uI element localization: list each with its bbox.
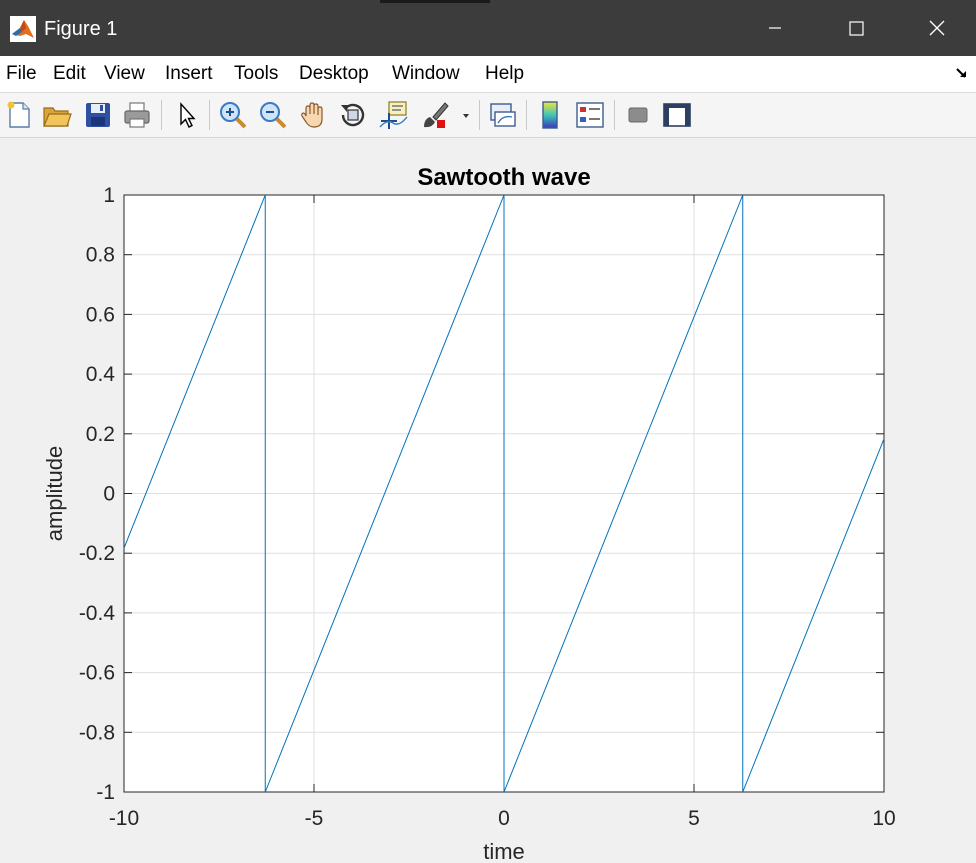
figure-canvas[interactable]: -10 -5 0 5 10 -1 -0.8 -0.6 -0.4 -0.2 0 0.2 0.4 0.6 0.8… <box>0 138 976 863</box>
y-tick-label: 0.2 <box>86 423 115 446</box>
y-tick-label: -1 <box>96 781 115 804</box>
x-tick-label: -5 <box>305 807 324 830</box>
chart-title: Sawtooth wave <box>417 164 590 191</box>
menu-help[interactable]: Help <box>485 63 525 84</box>
title-bar[interactable]: Figure 1 <box>0 0 976 56</box>
y-axis-label: amplitude <box>42 446 67 541</box>
sawtooth-plot: -10 -5 0 5 10 -1 -0.8 -0.6 -0.4 -0.2 0 0.2 0.4 0.6 0.8… <box>42 164 896 863</box>
y-tick-label: -0.4 <box>79 602 116 625</box>
x-tick-label: 0 <box>498 807 510 830</box>
brush-icon <box>424 102 449 128</box>
show-tools-icon <box>663 103 691 127</box>
menu-edit[interactable]: Edit <box>53 63 86 84</box>
pan-button[interactable] <box>297 99 329 131</box>
floppy-disk-icon <box>86 103 110 127</box>
rotate-icon <box>341 103 365 127</box>
series-layer <box>123 194 885 793</box>
y-tick-label: -0.8 <box>79 721 115 744</box>
link-plot-icon <box>490 103 516 127</box>
y-tick-label: 1 <box>103 184 115 207</box>
toolbar-separator <box>161 100 162 130</box>
zoom-in-icon <box>220 102 247 129</box>
title-bar-accent <box>380 0 490 3</box>
minimize-button[interactable] <box>753 8 797 48</box>
sawtooth-series-line[interactable] <box>123 194 885 793</box>
y-tick-label: 0 <box>103 483 115 506</box>
minimize-icon <box>769 27 781 29</box>
data-cursor-button[interactable] <box>377 99 409 131</box>
hand-icon <box>301 102 323 128</box>
menu-insert[interactable]: Insert <box>165 63 213 84</box>
maximize-button[interactable] <box>834 8 878 48</box>
edit-plot-button[interactable] <box>170 99 202 131</box>
close-icon <box>929 20 945 36</box>
menu-window[interactable]: Window <box>392 63 460 84</box>
link-plot-button[interactable] <box>486 99 518 131</box>
x-tick-label: 5 <box>688 807 700 830</box>
y-tick-label: -0.6 <box>79 662 115 685</box>
matlab-logo-icon <box>10 16 36 42</box>
close-button[interactable] <box>915 8 959 48</box>
toolbar-separator <box>479 100 480 130</box>
zoom-out-icon <box>260 102 287 129</box>
printer-icon <box>124 102 150 128</box>
menu-view[interactable]: View <box>104 63 145 84</box>
brush-button[interactable] <box>419 99 451 131</box>
toolbar-separator <box>614 100 615 130</box>
open-file-button[interactable] <box>41 99 73 131</box>
window-title: Figure 1 <box>44 18 118 40</box>
hide-plot-tools-button[interactable] <box>622 99 654 131</box>
show-plot-tools-button[interactable] <box>661 99 693 131</box>
tick-labels: -10 -5 0 5 10 -1 -0.8 -0.6 -0.4 -0.2 0 0.2 0.4 0.6 0.8… <box>79 184 896 830</box>
data-tip-icon <box>379 101 408 129</box>
zoom-out-button[interactable] <box>257 99 289 131</box>
x-axis-label: time <box>483 839 525 863</box>
y-tick-label: 0.4 <box>86 363 116 386</box>
hide-tools-icon <box>628 107 648 123</box>
toolbar-separator <box>526 100 527 130</box>
maximize-icon <box>849 21 864 36</box>
insert-colorbar-button[interactable] <box>534 99 566 131</box>
x-tick-label: -10 <box>109 807 139 830</box>
menu-tools[interactable]: Tools <box>234 63 279 84</box>
rotate-3d-button[interactable] <box>337 99 369 131</box>
y-tick-label: -0.2 <box>79 542 115 565</box>
y-tick-label: 0.8 <box>86 244 115 267</box>
legend-icon <box>576 102 604 128</box>
figure-toolbar <box>0 93 976 138</box>
new-figure-button[interactable] <box>3 99 35 131</box>
toolbar-separator <box>209 100 210 130</box>
zoom-in-button[interactable] <box>217 99 249 131</box>
arrow-pointer-icon <box>180 102 196 128</box>
insert-legend-button[interactable] <box>574 99 606 131</box>
menu-file[interactable]: File <box>6 63 37 84</box>
x-tick-label: 10 <box>872 807 895 830</box>
colorbar-icon <box>542 101 558 129</box>
save-figure-button[interactable] <box>82 99 114 131</box>
print-figure-button[interactable] <box>121 99 153 131</box>
menu-bar: File Edit View Insert Tools Desktop Wind… <box>0 56 976 93</box>
new-file-icon <box>7 101 30 128</box>
dock-figure-icon[interactable] <box>954 65 970 81</box>
folder-open-icon <box>43 107 72 127</box>
menu-desktop[interactable]: Desktop <box>299 63 369 84</box>
y-tick-label: 0.6 <box>86 303 115 326</box>
brush-dropdown-button[interactable] <box>456 99 476 131</box>
caret-down-icon <box>463 114 469 118</box>
